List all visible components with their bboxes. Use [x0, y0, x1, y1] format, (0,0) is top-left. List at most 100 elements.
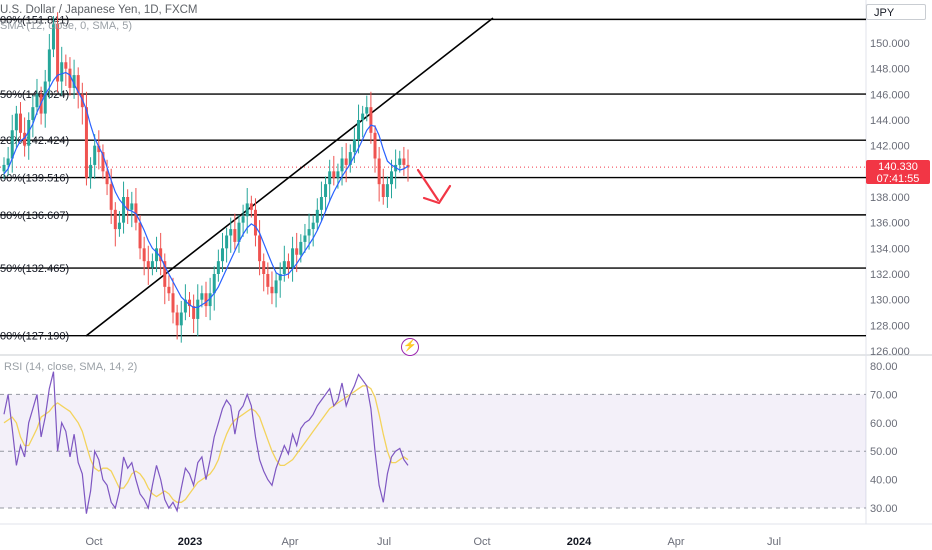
price-axis-label: 136.000 — [870, 218, 910, 230]
rsi-axis-label: 40.00 — [870, 475, 898, 487]
candle-body — [76, 75, 80, 95]
candle-body — [352, 139, 356, 153]
current-price-value: 140.330 — [878, 161, 918, 173]
candle-body — [216, 261, 220, 274]
rsi-line — [3, 371, 409, 514]
price-axis-label: 134.000 — [870, 243, 910, 255]
candle-body — [274, 280, 278, 294]
candle-body — [229, 229, 233, 236]
time-axis-label: Apr — [667, 536, 684, 548]
candle-body — [18, 113, 22, 133]
candle-body — [328, 171, 332, 185]
candle-body — [2, 164, 6, 172]
candle-body — [56, 23, 60, 82]
rsi-axis-label: 30.00 — [870, 503, 898, 515]
candle-body — [27, 120, 31, 146]
candle-body — [258, 235, 262, 262]
candle-body — [6, 158, 10, 165]
time-axis-label: Oct — [85, 536, 102, 548]
rsi-legend: RSI (14, close, SMA, 14, 2) — [4, 361, 138, 373]
fib-level-label: 80%(136.607) — [0, 210, 69, 222]
time-axis-label: Jul — [377, 536, 391, 548]
candle-body — [340, 158, 344, 172]
candle-body — [241, 216, 245, 223]
symbol-title: U.S. Dollar / Japanese Yen, 1D, FXCM — [0, 4, 198, 16]
price-axis-label: 150.000 — [870, 38, 910, 50]
candle-body — [249, 203, 253, 210]
candle-body — [307, 229, 311, 236]
candle-body — [204, 293, 208, 307]
time-axis-label: Apr — [281, 536, 298, 548]
sma-line — [3, 71, 409, 308]
fib-level-label: 00%(139.516) — [0, 173, 69, 185]
candle-body — [225, 235, 229, 249]
candle-body — [130, 203, 134, 210]
candle-body — [150, 261, 154, 268]
candle-body — [31, 107, 35, 120]
candle-body — [402, 158, 406, 165]
price-axis-label: 146.000 — [870, 89, 910, 101]
price-axis-label: 126.000 — [870, 346, 910, 358]
rsi-axis-label: 60.00 — [870, 418, 898, 430]
rsi-axis-label: 70.00 — [870, 389, 898, 401]
candle-body — [23, 132, 27, 146]
candle-body — [336, 171, 340, 178]
candle-body — [146, 261, 150, 268]
fib-level-label: 00%(127.190) — [0, 331, 69, 343]
candle-body — [208, 293, 212, 307]
candle-body — [60, 62, 64, 82]
currency-badge[interactable]: JPY — [866, 4, 926, 20]
candle-body — [286, 261, 290, 268]
candle-body — [348, 152, 352, 165]
price-axis-label: 130.000 — [870, 295, 910, 307]
candle-body — [365, 107, 369, 114]
current-price-badge: 140.330 07:41:55 — [866, 160, 930, 185]
time-axis-label: Jul — [767, 536, 781, 548]
price-axis-label: 142.000 — [870, 141, 910, 153]
candle-body — [390, 171, 394, 185]
fib-level-label: 50%(132.465) — [0, 263, 69, 275]
candle-body — [262, 261, 266, 274]
price-axis-label: 132.000 — [870, 269, 910, 281]
candle-body — [315, 209, 319, 223]
candle-body — [282, 261, 286, 274]
candle-body — [266, 274, 270, 287]
candle-body — [89, 164, 93, 178]
candle-body — [175, 312, 179, 326]
candle-body — [68, 68, 72, 88]
price-axis-label: 128.000 — [870, 320, 910, 332]
candle-body — [72, 75, 76, 88]
price-axis-label: 148.000 — [870, 64, 910, 76]
candle-body — [138, 222, 142, 249]
candle-body — [109, 184, 113, 210]
fib-level-label: 20%(142.424) — [0, 135, 69, 147]
candle-body — [319, 197, 323, 210]
candle-body — [10, 130, 14, 159]
candle-body — [361, 113, 365, 120]
candle-body — [14, 113, 18, 131]
price-axis-label: 138.000 — [870, 192, 910, 204]
candle-body — [233, 229, 237, 242]
red-arrow-head — [422, 184, 452, 205]
fib-level-label: 00%(151.841) — [0, 14, 69, 26]
candle-body — [398, 158, 402, 165]
candle-body — [51, 23, 55, 50]
candle-body — [163, 261, 167, 287]
candle-body — [212, 274, 216, 294]
candle-body — [142, 248, 146, 262]
candle-body — [167, 286, 171, 294]
candle-body — [43, 81, 47, 114]
candle-body — [344, 158, 348, 165]
candle-body — [369, 107, 373, 133]
candle-body — [270, 286, 274, 294]
candle-body — [385, 184, 389, 197]
candle-body — [332, 171, 336, 178]
candle-body — [377, 158, 381, 185]
lightning-icon[interactable]: ⚡ — [401, 338, 419, 356]
candle-body — [155, 248, 159, 262]
time-axis-label: 2024 — [567, 536, 592, 548]
candle-body — [171, 293, 175, 313]
candle-body — [126, 197, 130, 210]
candle-body — [35, 94, 39, 108]
